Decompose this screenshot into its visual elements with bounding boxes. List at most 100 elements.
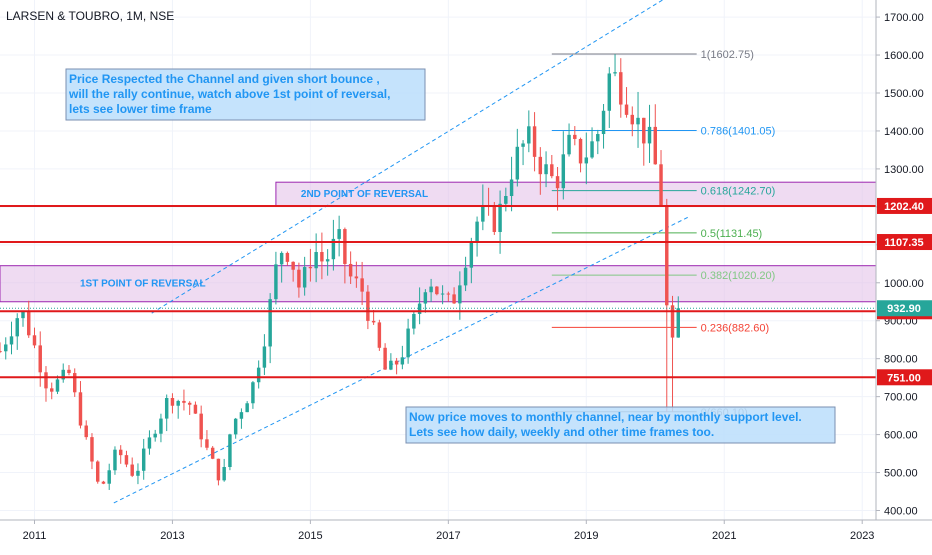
candle-body [481, 205, 485, 222]
candle-body [509, 179, 514, 197]
price-channel[interactable] [113, 0, 690, 504]
candle-body [182, 400, 186, 403]
candle-body [670, 305, 675, 338]
candle-body [159, 418, 163, 434]
candle-body [331, 238, 336, 260]
chart-title: LARSEN & TOUBRO, 1M, NSE [6, 9, 174, 23]
fib-level-label: 1(1602.75) [701, 49, 754, 61]
candle-body [561, 154, 566, 189]
candle-body [308, 267, 313, 269]
candle-body [636, 117, 640, 125]
candle-body [343, 229, 347, 264]
candle-body [590, 141, 594, 158]
candle-body [440, 293, 445, 295]
candle-body [573, 134, 577, 139]
candle-body [124, 455, 129, 465]
candle-body [233, 418, 238, 435]
candle-body [492, 206, 497, 232]
candle-body [262, 346, 267, 368]
candle-body [642, 117, 646, 144]
candle-body [274, 264, 278, 300]
horizontal-levels[interactable] [0, 204, 876, 379]
notes[interactable]: Price Respected the Channel and given sh… [65, 68, 836, 444]
candle-body [521, 143, 525, 147]
candle-body [601, 110, 606, 135]
candle-body [55, 379, 60, 392]
top-note-line: will the rally continue, watch above 1st… [68, 87, 390, 101]
candle-body [0, 351, 2, 353]
candle-body [67, 369, 71, 374]
candle-body [228, 434, 232, 468]
candle-body [619, 72, 623, 105]
x-tick-label: 2019 [574, 530, 598, 542]
candle-body [584, 157, 589, 164]
candle-body [245, 403, 249, 413]
candle-body [78, 392, 83, 426]
candle-body [38, 345, 42, 373]
candle-body [279, 252, 284, 265]
x-tick-label: 2015 [298, 530, 322, 542]
candle-body [567, 134, 571, 155]
candle-body [268, 299, 272, 347]
candle-body [412, 313, 416, 329]
candle-body [452, 294, 456, 304]
last-price-tag-bg [877, 300, 932, 317]
candle-body [176, 400, 180, 406]
y-tick-label: 1500.00 [884, 88, 924, 100]
y-tick-label: 700.00 [884, 392, 918, 404]
x-tick-label: 2021 [712, 530, 736, 542]
candle-body [389, 360, 393, 370]
candle-body [32, 335, 37, 346]
candle-body [544, 164, 548, 175]
candle-body [504, 196, 508, 204]
candle-body [199, 413, 203, 440]
candle-body [136, 470, 140, 476]
candle-body [435, 286, 439, 295]
candle-body [515, 146, 520, 180]
candle-body [256, 367, 261, 383]
candle-body [578, 138, 583, 164]
candle-body [4, 344, 8, 352]
candle-body [320, 252, 324, 262]
candle-body [383, 347, 387, 370]
candle-body [153, 433, 157, 438]
candle-body [423, 292, 428, 304]
candle-body [429, 286, 433, 293]
candle-body [193, 404, 198, 414]
zone-label: 2ND POINT OF REVERSAL [301, 189, 428, 200]
candle-body [297, 269, 301, 288]
y-tick-label: 1600.00 [884, 50, 924, 62]
level-price-tag-bg [877, 234, 932, 251]
y-tick-label: 400.00 [884, 506, 918, 518]
candle-body [285, 252, 290, 262]
fib-level-label: 0.236(882.60) [701, 322, 770, 334]
fib-level-label: 0.786(1401.05) [701, 126, 776, 138]
x-tick-label: 2017 [436, 530, 460, 542]
top-note-line: lets see lower time frame [69, 102, 212, 116]
level-price-tag-bg [877, 369, 932, 386]
candle-body [90, 437, 94, 462]
y-tick-label: 1000.00 [884, 278, 924, 290]
candle-body [210, 447, 215, 459]
bottom-note-box [405, 406, 836, 444]
candle-body [400, 357, 405, 365]
candle-body [61, 369, 65, 380]
level-price-tag: 751.00 [887, 372, 921, 384]
candle-body [446, 293, 451, 295]
bottom-note-line: Now price moves to monthly channel, near… [409, 410, 802, 424]
candles [0, 54, 680, 490]
fibonacci-retracement[interactable]: 1(1602.75) 0.786(1401.05) 0.618(1242.70) 0.… [551, 49, 776, 419]
candle-body [205, 439, 209, 448]
fib-level-label: 0.5(1131.45) [701, 228, 763, 240]
candle-body [9, 336, 14, 345]
candle-body [302, 267, 307, 288]
candle-body [417, 303, 422, 314]
channel-line [151, 0, 664, 314]
zone-label: 1ST POINT OF REVERSAL [80, 279, 206, 290]
candle-body [73, 373, 77, 393]
level-price-tag: 1107.35 [884, 237, 923, 249]
x-axis[interactable]: 2011 2013 2015 2017 2019 2021 2023 [23, 520, 875, 542]
